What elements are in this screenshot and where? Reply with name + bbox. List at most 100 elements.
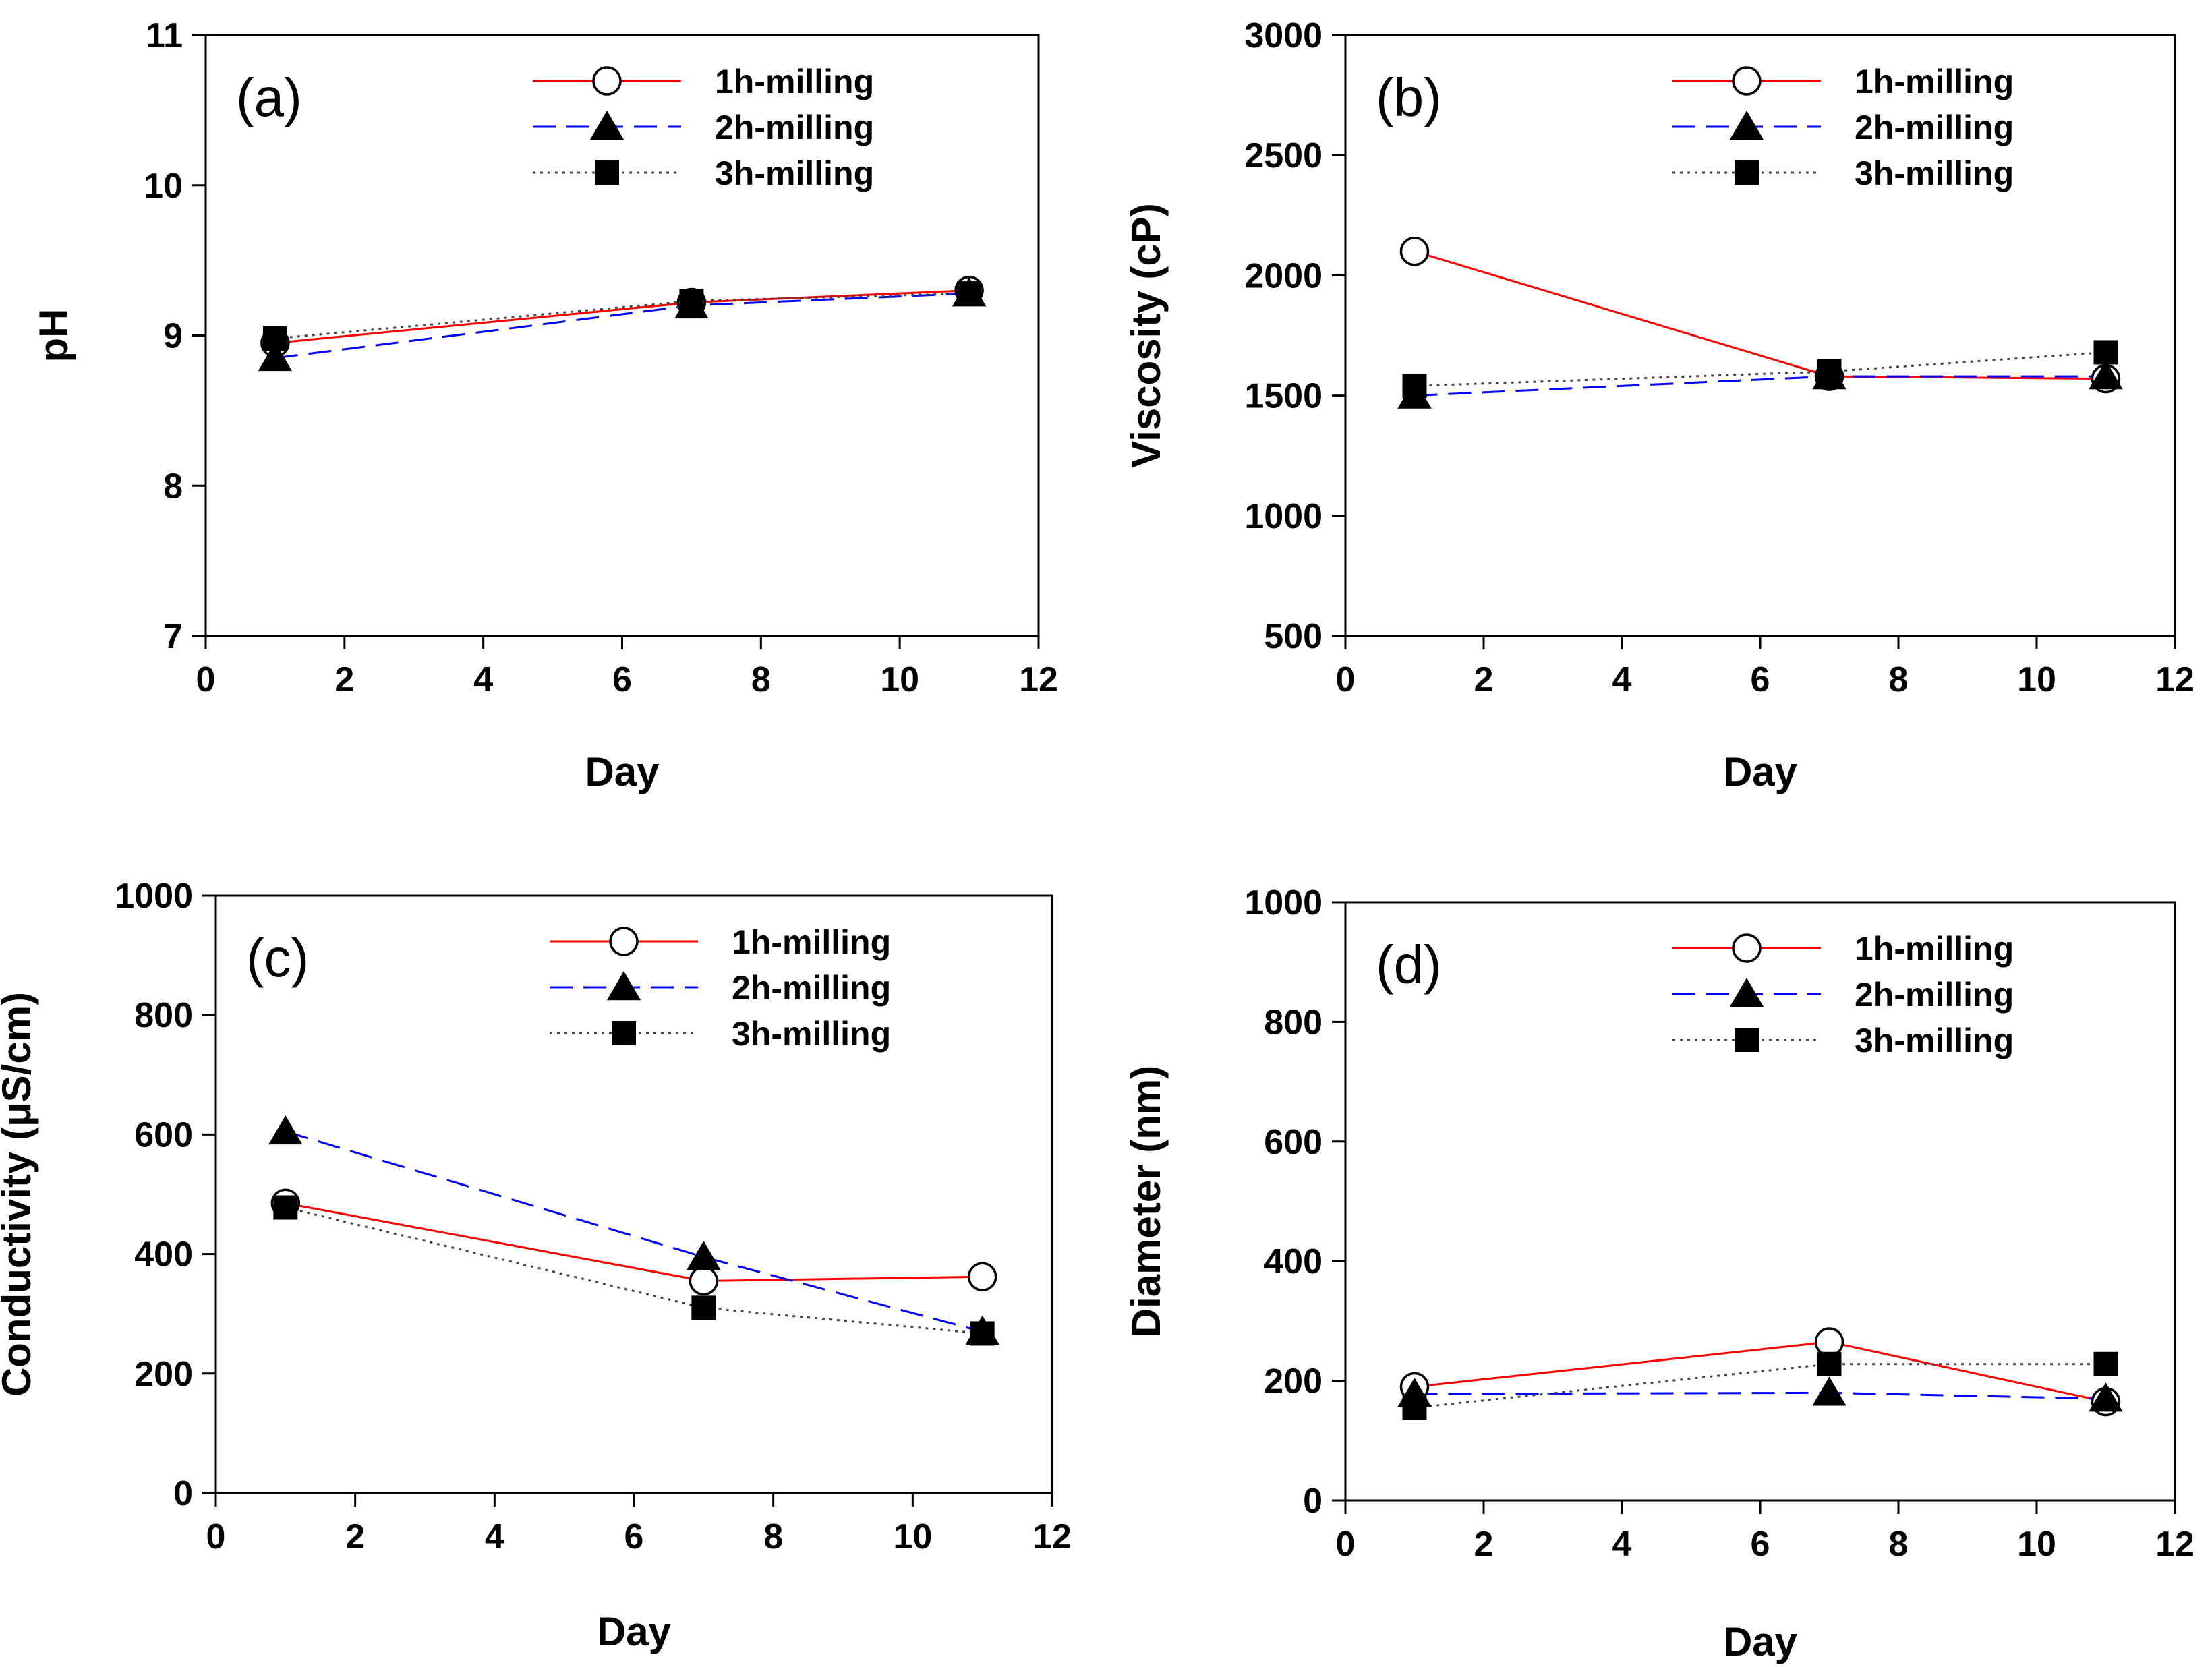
data-point-1h-milling <box>689 1266 719 1296</box>
data-point-3h-milling <box>262 326 287 351</box>
legend-label: 3h-milling <box>1855 1022 2014 1059</box>
data-point-3h-milling <box>957 281 982 306</box>
x-tick-label: 12 <box>2155 660 2194 699</box>
y-tick-label: 3000 <box>1244 16 1322 55</box>
legend-marker <box>589 111 624 140</box>
y-axis-title: pH <box>31 309 76 363</box>
legend-label: 3h-milling <box>732 1015 891 1053</box>
legend-marker <box>1735 1028 1759 1052</box>
y-tick-label: 0 <box>173 1474 193 1513</box>
x-tick-label: 6 <box>624 1517 644 1556</box>
data-point-2h-milling <box>1812 1376 1846 1406</box>
y-tick-label: 1000 <box>1244 497 1322 536</box>
series-line-1h-milling <box>285 1202 983 1282</box>
data-point-1h-milling <box>967 1262 997 1292</box>
y-axis-title: Conductivity (μS/cm) <box>0 992 39 1397</box>
x-tick-label: 2 <box>345 1517 365 1556</box>
x-tick-label: 2 <box>1474 1525 1494 1564</box>
y-tick-label: 1500 <box>1244 377 1322 416</box>
x-tick-label: 10 <box>880 660 919 699</box>
legend-marker <box>1735 160 1759 185</box>
x-axis-title: Day <box>585 749 660 794</box>
x-tick-label: 8 <box>751 660 771 699</box>
x-tick-label: 0 <box>196 660 216 699</box>
chart-panel-1: 0 2 4 6 8 10 12 7 8 9 10 11 Day pH (a) 1h-milling 2h-mil… <box>31 16 1058 794</box>
legend: 1h-milling 2h-milling 3h-milling <box>533 63 874 192</box>
x-tick-label: 6 <box>1751 660 1770 699</box>
x-tick-label: 0 <box>206 1517 226 1556</box>
legend-label: 1h-milling <box>715 63 874 100</box>
y-tick-label: 1000 <box>115 877 193 916</box>
x-axis-title: Day <box>597 1609 672 1654</box>
x-tick-label: 10 <box>893 1517 932 1556</box>
data-point-3h-milling <box>691 1295 716 1320</box>
y-tick-label: 200 <box>134 1355 193 1394</box>
y-tick-label: 2500 <box>1244 136 1322 175</box>
x-tick-label: 4 <box>1612 660 1632 699</box>
x-tick-label: 0 <box>1336 660 1356 699</box>
legend-marker <box>1732 933 1762 963</box>
y-tick-label: 1000 <box>1244 883 1322 923</box>
data-point-3h-milling <box>970 1321 995 1346</box>
y-tick-label: 8 <box>163 467 183 506</box>
series-line-2h-milling <box>1414 375 2106 397</box>
y-tick-label: 500 <box>1264 617 1322 656</box>
legend-marker <box>592 66 622 96</box>
plot-frame <box>214 894 1053 1494</box>
chart-panel-2: 0 2 4 6 8 10 12 500 1000 1500 2000 2500 3000 Day Visco… <box>1124 16 2194 794</box>
panel-label: (c) <box>246 928 309 988</box>
y-tick-label: 600 <box>1264 1123 1322 1162</box>
data-point-3h-milling <box>1402 374 1427 399</box>
data-point-2h-milling <box>687 1241 721 1270</box>
x-tick-label: 4 <box>1612 1525 1632 1564</box>
series-line-3h-milling <box>285 1206 983 1335</box>
x-tick-label: 12 <box>1019 660 1058 699</box>
legend-marker <box>1732 66 1762 96</box>
x-tick-label: 10 <box>2017 660 2056 699</box>
x-tick-label: 4 <box>485 1517 504 1556</box>
x-axis-title: Day <box>1723 749 1798 794</box>
data-point-3h-milling <box>273 1195 298 1220</box>
data-point-3h-milling <box>1402 1395 1427 1420</box>
data-point-3h-milling <box>2093 340 2118 365</box>
legend-marker <box>1729 978 1764 1007</box>
x-axis-title: Day <box>1723 1619 1798 1664</box>
legend-label: 1h-milling <box>1855 63 2014 100</box>
x-tick-label: 8 <box>1889 660 1909 699</box>
x-tick-label: 0 <box>1336 1525 1356 1564</box>
y-tick-label: 800 <box>134 996 193 1035</box>
legend-label: 1h-milling <box>1855 930 2014 968</box>
y-axis-title: Diameter (nm) <box>1124 1065 1169 1337</box>
legend-label: 1h-milling <box>732 923 891 961</box>
legend-label: 2h-milling <box>1855 976 2014 1014</box>
y-tick-label: 200 <box>1264 1362 1322 1401</box>
plot-frame <box>204 34 1040 637</box>
legend-label: 2h-milling <box>732 969 891 1007</box>
y-tick-label: 9 <box>163 317 183 356</box>
data-point-1h-milling <box>1399 237 1430 266</box>
x-tick-label: 4 <box>473 660 493 699</box>
series-line-2h-milling <box>274 292 970 359</box>
x-tick-label: 10 <box>2017 1525 2056 1564</box>
panel-label: (d) <box>1376 935 1442 995</box>
legend-label: 3h-milling <box>1855 154 2014 192</box>
data-point-3h-milling <box>1817 1351 1842 1376</box>
legend-label: 3h-milling <box>715 154 874 192</box>
legend-label: 2h-milling <box>1855 109 2014 146</box>
legend-marker <box>595 160 619 185</box>
legend: 1h-milling 2h-milling 3h-milling <box>1672 63 2014 192</box>
y-tick-label: 800 <box>1264 1003 1322 1042</box>
chart-panel-3: 0 2 4 6 8 10 12 0 200 400 600 800 1000 Day Conductivit… <box>0 877 1072 1654</box>
legend-marker <box>612 1021 636 1045</box>
x-tick-label: 2 <box>1474 660 1494 699</box>
x-tick-label: 8 <box>1889 1525 1909 1564</box>
x-tick-label: 2 <box>334 660 354 699</box>
plot-frame <box>1344 34 2176 637</box>
x-tick-label: 6 <box>1751 1525 1770 1564</box>
legend-marker <box>606 971 641 1001</box>
data-point-1h-milling <box>1814 1327 1844 1357</box>
y-tick-label: 10 <box>144 167 183 206</box>
panel-label: (b) <box>1376 67 1442 127</box>
data-point-2h-milling <box>2089 1382 2123 1412</box>
